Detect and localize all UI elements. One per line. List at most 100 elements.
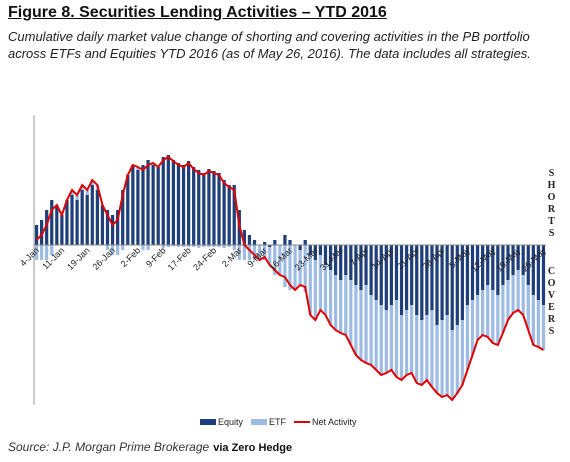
bar-etf (536, 300, 541, 347)
bar-equity (506, 245, 510, 280)
bar-equity (364, 245, 368, 285)
bar-equity (521, 245, 525, 275)
bar-equity (359, 245, 363, 290)
bar-etf (389, 305, 394, 370)
bar-etf (237, 245, 241, 260)
bar-etf (465, 305, 470, 370)
bar-etf (349, 280, 353, 345)
bar-equity (192, 167, 196, 245)
bar-equity (146, 160, 150, 245)
bar-etf (39, 245, 44, 260)
bar-equity (440, 245, 444, 320)
bar-equity (186, 161, 191, 245)
bar-equity (460, 245, 464, 320)
bar-equity (536, 245, 541, 300)
legend-label: ETF (269, 417, 287, 427)
bar-etf (116, 245, 120, 255)
bar-equity (435, 245, 439, 325)
bar-equity (247, 235, 252, 245)
bar-etf (531, 295, 535, 345)
x-tick-label: 26-Jan (90, 245, 117, 272)
bar-equity (80, 190, 84, 245)
legend-label: Equity (218, 417, 244, 427)
bar-etf (34, 245, 39, 260)
bar-etf (232, 245, 236, 250)
bar-etf (486, 285, 490, 337)
bar-equity (344, 245, 348, 275)
covers-label: COVERS (546, 266, 557, 338)
source-text: Source: J.P. Morgan Prime Brokerage (8, 440, 210, 454)
bar-equity (531, 245, 535, 295)
bar-etf (227, 245, 231, 247)
bar-etf (121, 245, 125, 250)
bar-equity (156, 167, 160, 245)
bar-etf (399, 315, 404, 380)
bar-etf (45, 245, 49, 260)
bar-etf (470, 300, 475, 355)
bar-etf (252, 245, 257, 260)
bar-etf (222, 245, 226, 248)
bar-equity (318, 245, 323, 255)
bar-equity (207, 169, 211, 245)
bar-equity (227, 185, 231, 245)
bar-equity (39, 220, 44, 245)
bar-etf (75, 195, 79, 200)
chart-subtitle: Cumulative daily market value change of … (8, 29, 531, 61)
bar-etf (516, 270, 520, 310)
bar-equity (410, 245, 414, 305)
bar-etf (273, 245, 277, 275)
bar-equity (511, 245, 515, 275)
bar-etf (212, 245, 216, 247)
bar-equity (50, 200, 54, 245)
bar-equity (121, 190, 125, 245)
bar-etf (90, 180, 94, 185)
bar-etf (328, 270, 333, 325)
bar-etf (141, 245, 145, 250)
bar-equity (283, 235, 287, 245)
bar-etf (526, 285, 530, 330)
bar-etf (181, 245, 186, 247)
x-tick-label: 24-Feb (191, 245, 218, 272)
bar-equity (399, 245, 404, 315)
bar-etf (50, 245, 54, 255)
bar-equity (197, 170, 201, 245)
bar-etf (217, 245, 221, 247)
bar-etf (85, 190, 89, 195)
bar-equity (110, 215, 115, 245)
bar-equity (425, 245, 429, 315)
bar-etf (80, 185, 84, 190)
bar-equity (450, 245, 454, 330)
bar-equity (161, 157, 165, 245)
bar-equity (288, 240, 292, 245)
bar-equity (470, 245, 475, 300)
bar-equity (217, 173, 221, 245)
bar-etf (136, 167, 140, 170)
bar-equity (349, 245, 353, 280)
bar-equity (384, 245, 388, 310)
bar-etf (105, 245, 110, 250)
bar-etf (293, 245, 297, 290)
bar-equity (126, 175, 130, 245)
bar-etf (445, 315, 449, 395)
bar-equity (445, 245, 449, 315)
bar-equity (273, 240, 277, 245)
bar-etf (496, 295, 500, 345)
bar-etf (415, 315, 419, 383)
bar-equity (354, 245, 358, 285)
bar-equity (136, 170, 140, 245)
bar-etf (491, 290, 495, 343)
bar-equity (45, 210, 49, 245)
bar-etf (501, 285, 505, 333)
bar-etf (202, 245, 206, 247)
bar-etf (364, 285, 368, 363)
bar-equity (95, 190, 99, 245)
bar-etf (146, 245, 150, 250)
bar-equity (501, 245, 505, 285)
bar-etf (359, 290, 363, 360)
bar-equity (171, 160, 176, 245)
bar-etf (110, 245, 115, 255)
bar-etf (242, 245, 246, 260)
bar-equity (334, 245, 338, 275)
bar-etf (420, 320, 424, 385)
